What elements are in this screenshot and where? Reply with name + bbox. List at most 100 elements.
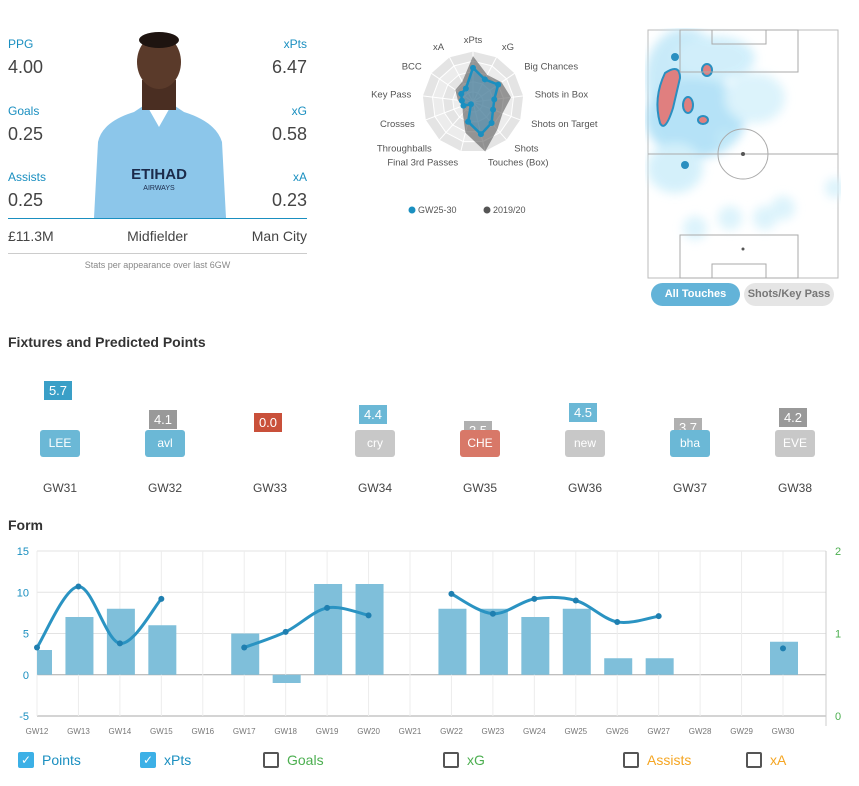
x-tick-label: GW29	[730, 727, 753, 736]
price: £11.3M	[8, 228, 54, 244]
radar-point	[465, 118, 472, 125]
points-bar-GW12	[37, 650, 52, 675]
toggle-label: xG	[467, 752, 485, 768]
x-tick-label: GW27	[647, 727, 670, 736]
x-tick-label: GW18	[274, 727, 297, 736]
x-tick-label: GW23	[482, 727, 505, 736]
x-tick-label: GW22	[440, 727, 463, 736]
shirt-sponsor-sub: AIRWAYS	[143, 185, 175, 192]
predicted-points: 4.5	[569, 402, 597, 422]
form-title: Form	[8, 517, 43, 533]
predicted-points: 4.4	[359, 404, 387, 424]
x-tick-label: GW26	[606, 727, 629, 736]
x-tick-label: GW21	[399, 727, 422, 736]
xpts-point-GW27	[655, 613, 662, 620]
checkbox[interactable]: ✓	[18, 752, 34, 768]
stats-caption: Stats per appearance over last 6GW	[84, 260, 231, 270]
radar-point	[477, 131, 484, 138]
goals-value: 0.25	[8, 124, 44, 144]
checkbox[interactable]	[623, 752, 639, 768]
player-photo: ETIHAD AIRWAYS	[94, 32, 226, 218]
radar-axis-label: Crosses	[380, 119, 415, 130]
opponent-badge[interactable]: new	[565, 430, 605, 457]
points-bar-GW22	[438, 608, 467, 675]
gameweek-label: GW38	[777, 481, 812, 495]
points-bar-GW25	[562, 608, 591, 675]
opponent-badge[interactable]: avl	[145, 430, 185, 457]
shirt-sponsor: ETIHAD	[131, 166, 187, 183]
x-tick-label: GW28	[689, 727, 712, 736]
points-bar-GW20	[355, 584, 384, 675]
points-bar-GW19	[314, 584, 343, 675]
radar-point	[488, 119, 495, 126]
radar-point	[495, 81, 502, 88]
radar-point	[491, 96, 498, 103]
opponent-badge[interactable]: bha	[670, 430, 710, 457]
x-tick-label: GW12	[26, 727, 49, 736]
xpts-point-GW18	[282, 628, 289, 635]
x-tick-label: GW15	[150, 727, 173, 736]
opponent-badge[interactable]: CHE	[460, 430, 500, 457]
all-touches-button[interactable]: All Touches	[651, 283, 740, 306]
opponent-badge[interactable]: EVE	[775, 430, 815, 457]
legend-label: GW25-30	[418, 205, 457, 215]
x-tick-label: GW25	[564, 727, 587, 736]
checkbox[interactable]	[746, 752, 762, 768]
gameweek-label: GW36	[567, 481, 602, 495]
ppg-label: PPG	[8, 37, 34, 51]
xpts-line	[243, 605, 369, 649]
position: Midfielder	[127, 228, 188, 244]
radar-axis-label: Big Chances	[524, 62, 578, 73]
y2-tick-label: 1	[835, 629, 841, 641]
opponent-badge[interactable]: cry	[355, 430, 395, 457]
checkbox[interactable]	[263, 752, 279, 768]
y-tick-label: 0	[23, 670, 29, 682]
legend-label: 2019/20	[493, 205, 526, 215]
toggle-xa[interactable]: xA	[746, 752, 786, 768]
toggle-label: Points	[42, 752, 81, 768]
team: Man City	[251, 228, 307, 244]
opponent-badge[interactable]: LEE	[40, 430, 80, 457]
checkbox[interactable]	[443, 752, 459, 768]
toggle-xg[interactable]: xG	[443, 752, 485, 768]
predicted-points: 0.0	[254, 413, 282, 432]
x-tick-label: GW14	[109, 727, 132, 736]
toggle-assists[interactable]: Assists	[623, 752, 691, 768]
x-tick-label: GW17	[233, 727, 256, 736]
toggle-goals[interactable]: Goals	[263, 752, 324, 768]
shots-key-pass-button[interactable]: Shots/Key Pass	[744, 283, 834, 306]
toggle-label: xPts	[164, 752, 192, 768]
radar-axis-label: Final 3rd Passes	[387, 157, 458, 168]
xa-value: 0.23	[271, 190, 307, 210]
radar-axis-label: xG	[502, 42, 514, 53]
assists-label: Assists	[8, 170, 47, 184]
checkbox[interactable]: ✓	[140, 752, 156, 768]
x-tick-label: GW24	[523, 727, 546, 736]
radar-axis-label: Key Pass	[371, 90, 411, 101]
legend-marker	[483, 206, 491, 214]
y-tick-label: -5	[19, 711, 29, 723]
x-tick-label: GW30	[772, 727, 795, 736]
points-bar-GW17	[231, 633, 260, 675]
radar-axis-label: Shots	[514, 144, 539, 155]
xpts-point-GW24	[531, 595, 538, 602]
points-bar-GW24	[521, 617, 550, 675]
toggle-xpts[interactable]: ✓ xPts	[140, 752, 191, 768]
toggle-label: Assists	[647, 752, 692, 768]
xpts-point-GW20	[365, 612, 372, 619]
xpts-point-GW22	[448, 590, 455, 597]
radar-axis-label: xA	[433, 42, 445, 53]
radar-axis-label: BCC	[402, 62, 422, 73]
y-tick-label: 5	[23, 629, 29, 641]
gameweek-label: GW37	[672, 481, 707, 495]
points-bar-GW15	[148, 625, 177, 675]
xpts-line	[450, 592, 659, 624]
xpts-point-GW17	[241, 644, 248, 651]
ppg-value: 4.00	[8, 57, 44, 77]
predicted-points: 5.7	[44, 380, 72, 400]
xa-label: xA	[292, 170, 307, 184]
toggle-points[interactable]: ✓ Points	[18, 752, 81, 768]
radar-point	[481, 76, 488, 83]
gameweek-label: GW33	[252, 481, 287, 495]
xpts-point-GW14	[116, 640, 123, 647]
